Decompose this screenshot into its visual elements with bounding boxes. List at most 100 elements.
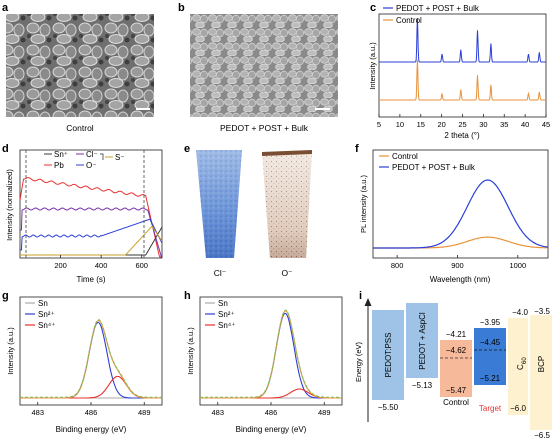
bar-bcp-name: BCP bbox=[537, 356, 546, 372]
xps-component bbox=[20, 375, 162, 399]
xlabel-f: Wavelength (nm) bbox=[430, 275, 491, 284]
x-tick-label: 489 bbox=[318, 408, 331, 417]
panel-b: b PEDOT + POST + Bulk bbox=[178, 2, 338, 133]
x-tick-label: 45 bbox=[542, 120, 550, 129]
legend-d-s: S⁻ bbox=[115, 153, 125, 162]
panel-letter-b: b bbox=[178, 2, 185, 14]
label-o: O⁻ bbox=[281, 268, 292, 278]
sims-line bbox=[19, 177, 162, 258]
bar-bcp bbox=[530, 315, 552, 430]
bar-control-bottom: −5.47 bbox=[446, 386, 467, 395]
panel-letter-i: i bbox=[359, 290, 362, 302]
bar-target-top: −3.95 bbox=[480, 318, 501, 327]
x-tick-label: 483 bbox=[31, 408, 44, 417]
ylabel-h: Intensity (a.u.) bbox=[186, 327, 195, 375]
x-ticks-h: 483 486 489 bbox=[211, 402, 331, 417]
ylabel-d: Intensity (normalized) bbox=[5, 169, 14, 241]
x-tick-label: 5 bbox=[377, 120, 381, 129]
legend-h: Sn Sn²⁺ Sn⁴⁺ bbox=[205, 299, 235, 330]
legend-f-control: Control bbox=[392, 152, 418, 161]
energy-arrow bbox=[364, 298, 372, 306]
label-control: Control bbox=[443, 398, 469, 407]
legend-c-target: PEDOT + POST + Bulk bbox=[396, 4, 480, 13]
panel-d: d 200 400 600 Sn⁺ Cl⁻ S⁻ Pb O⁻ Intensity (… bbox=[2, 143, 163, 284]
bar-pedot-aspcl-name: PEDOT + AspCl bbox=[418, 312, 427, 370]
pl-series bbox=[373, 179, 549, 249]
x-ticks-d: 200 400 600 bbox=[54, 255, 148, 270]
xps-series-target bbox=[200, 309, 342, 399]
panel-letter-c: c bbox=[370, 2, 376, 14]
pl-line-1 bbox=[373, 179, 549, 249]
legend-d-sn: Sn⁺ bbox=[54, 150, 68, 159]
panel-letter-a: a bbox=[2, 2, 9, 14]
xrd-line-0 bbox=[379, 17, 546, 63]
panel-i: i Energy (eV) PEDOT:PSS −5.50 PEDOT + As… bbox=[354, 290, 552, 440]
panel-letter-e: e bbox=[184, 143, 190, 155]
sims-line bbox=[20, 226, 163, 256]
plot-frame-f bbox=[372, 149, 549, 259]
bar-pedot-aspcl bbox=[406, 303, 438, 378]
bar-c60-top: −4.0 bbox=[512, 308, 528, 317]
x-tick-label: 486 bbox=[265, 408, 278, 417]
x-tick-label: 600 bbox=[135, 261, 148, 270]
x-tick-label: 30 bbox=[479, 120, 487, 129]
x-tick-label: 900 bbox=[451, 261, 464, 270]
x-tick-label: 40 bbox=[521, 120, 529, 129]
ylabel-c: Intensity (a.u.) bbox=[368, 42, 377, 90]
bar-target-bottom: −5.21 bbox=[480, 374, 501, 383]
pl-line-0 bbox=[373, 236, 549, 249]
panel-letter-d: d bbox=[2, 143, 9, 155]
panel-letter-f: f bbox=[355, 143, 359, 155]
legend-h-sn4: Sn⁴⁺ bbox=[218, 321, 235, 330]
legend-d: Sn⁺ Cl⁻ S⁻ Pb O⁻ bbox=[44, 150, 125, 170]
svg-text:60: 60 bbox=[522, 357, 528, 364]
legend-h-sn2: Sn²⁺ bbox=[218, 310, 235, 319]
sem-image-target bbox=[190, 14, 338, 117]
x-tick-label: 400 bbox=[95, 261, 108, 270]
x-ticks-g: 483 486 489 bbox=[31, 402, 151, 417]
x-tick-label: 483 bbox=[211, 408, 224, 417]
legend-g-sn2: Sn²⁺ bbox=[38, 310, 55, 319]
xlabel-c: 2 theta (°) bbox=[444, 131, 480, 140]
tofsims-series bbox=[19, 177, 163, 258]
xps-component bbox=[200, 388, 342, 399]
panel-a: a Control bbox=[2, 2, 154, 133]
legend-d-pb: Pb bbox=[54, 161, 64, 170]
xps-envelope bbox=[200, 310, 342, 399]
sims-line bbox=[20, 218, 163, 251]
label-cl: Cl⁻ bbox=[214, 268, 227, 278]
panel-letter-h: h bbox=[184, 290, 191, 302]
xps-envelope bbox=[20, 319, 162, 399]
bar-control bbox=[440, 340, 472, 397]
panel-g: g 483 486 489 Sn Sn²⁺ Sn⁴⁺ Intensity (a.u.… bbox=[2, 290, 163, 434]
xlabel-h: Binding energy (eV) bbox=[236, 425, 307, 434]
ylabel-f: PL intensity (a.u.) bbox=[359, 174, 368, 233]
xps-component bbox=[20, 321, 162, 399]
xlabel-g: Binding energy (eV) bbox=[56, 425, 127, 434]
x-tick-label: 25 bbox=[458, 120, 466, 129]
plot-frame-d bbox=[19, 149, 163, 259]
x-tick-label: 489 bbox=[138, 408, 151, 417]
legend-c-control: Control bbox=[396, 16, 422, 25]
x-tick-label: 35 bbox=[500, 120, 508, 129]
caption-b: PEDOT + POST + Bulk bbox=[220, 123, 309, 133]
legend-h-sn: Sn bbox=[218, 299, 228, 308]
bar-bcp-bottom: −6.5 bbox=[534, 431, 550, 440]
x-ticks-f: 800 900 1000 bbox=[391, 255, 526, 270]
xrd-series bbox=[379, 17, 546, 101]
svg-text:C: C bbox=[516, 364, 525, 370]
legend-g: Sn Sn²⁺ Sn⁴⁺ bbox=[25, 299, 55, 330]
panel-c: c 5 10 15 20 25 30 35 40 45 PEDOT + POST + Bulk … bbox=[368, 2, 550, 140]
bar-bcp-top: −3.5 bbox=[534, 307, 550, 316]
bar-pedot-aspcl-bottom: −5.13 bbox=[412, 381, 433, 390]
x-tick-label: 20 bbox=[437, 120, 445, 129]
bar-target-mid: −4.45 bbox=[480, 338, 501, 347]
xps-fit bbox=[200, 309, 342, 398]
legend-d-o: O⁻ bbox=[86, 161, 96, 170]
ylabel-i: Energy (eV) bbox=[354, 341, 363, 382]
x-tick-label: 1000 bbox=[509, 261, 526, 270]
sims-line bbox=[20, 225, 163, 256]
legend-d-cl: Cl⁻ bbox=[86, 150, 98, 159]
bar-target bbox=[474, 328, 506, 385]
